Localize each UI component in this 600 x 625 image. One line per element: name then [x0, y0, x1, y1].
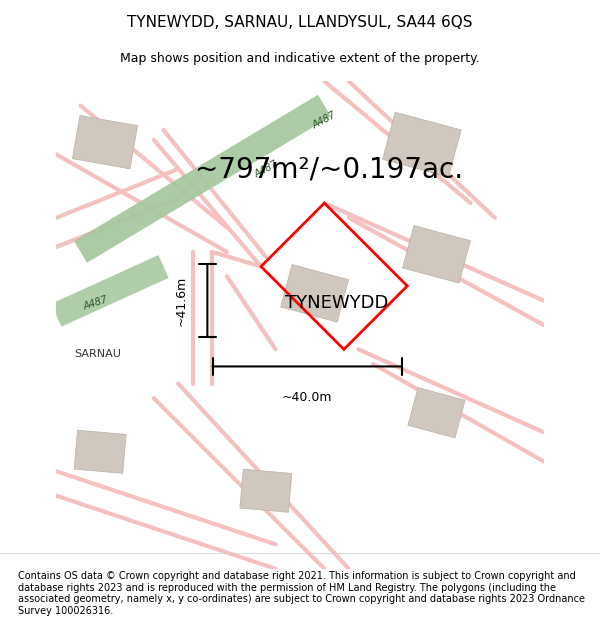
Text: ~40.0m: ~40.0m — [282, 391, 332, 404]
Text: TYNEWYDD, SARNAU, LLANDYSUL, SA44 6QS: TYNEWYDD, SARNAU, LLANDYSUL, SA44 6QS — [127, 15, 473, 30]
Bar — [281, 264, 349, 322]
Bar — [73, 116, 137, 169]
Text: Contains OS data © Crown copyright and database right 2021. This information is : Contains OS data © Crown copyright and d… — [18, 571, 585, 616]
Text: A487: A487 — [253, 159, 280, 179]
Text: ~797m²/~0.197ac.: ~797m²/~0.197ac. — [195, 155, 463, 183]
Bar — [240, 469, 292, 512]
Bar — [403, 226, 470, 283]
Text: ~41.6m: ~41.6m — [175, 276, 188, 326]
Bar — [383, 112, 461, 177]
Bar — [74, 430, 126, 473]
Text: A487: A487 — [311, 110, 338, 131]
Text: Map shows position and indicative extent of the property.: Map shows position and indicative extent… — [120, 52, 480, 65]
Text: TYNEWYDD: TYNEWYDD — [285, 294, 388, 312]
Bar — [408, 388, 465, 438]
Text: A487: A487 — [82, 294, 109, 312]
Text: SARNAU: SARNAU — [74, 349, 121, 359]
